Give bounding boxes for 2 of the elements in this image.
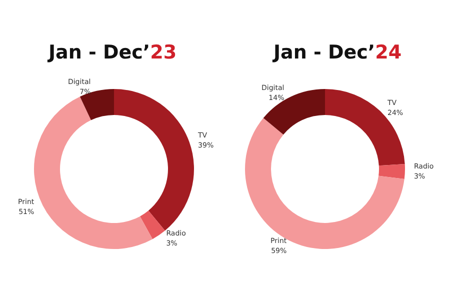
chart-title: Jan - Dec’23 [46,42,177,64]
chart-title: Jan - Dec’24 [271,42,402,64]
